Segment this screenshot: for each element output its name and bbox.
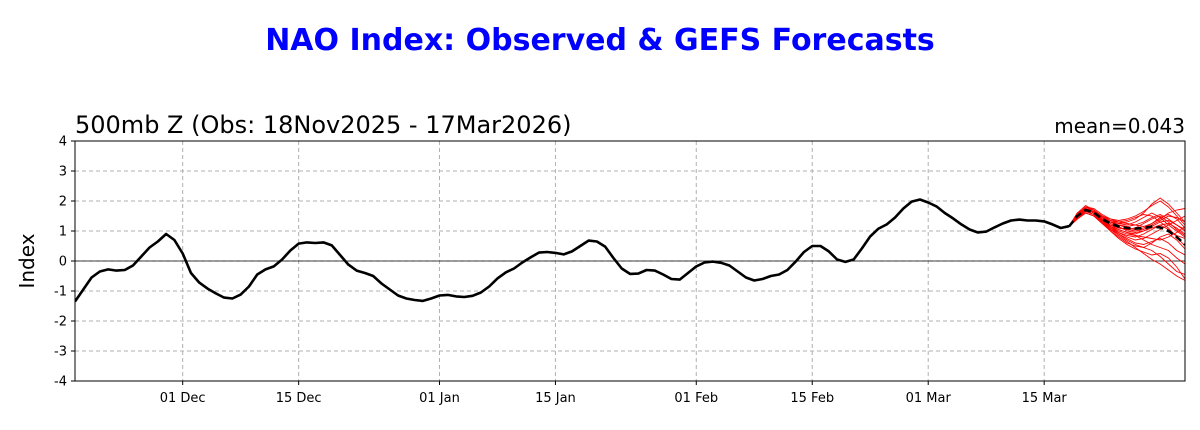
ensemble-members [1068, 197, 1185, 281]
y-tick-label: 0 [59, 255, 67, 270]
x-tick-label: 01 Dec [160, 391, 206, 406]
x-tick-label: 01 Feb [674, 391, 718, 406]
chart-subtitle: 500mb Z (Obs: 18Nov2025 - 17Mar2026) [75, 111, 571, 139]
y-tick-label: -2 [54, 315, 67, 330]
x-tick-label: 01 Mar [906, 391, 952, 406]
y-tick-label: -4 [54, 375, 67, 390]
ensemble-member-line [1068, 206, 1185, 227]
x-tick-label: 15 Feb [790, 391, 834, 406]
y-tick-label: 3 [59, 165, 67, 180]
x-tick-label: 01 Jan [419, 391, 460, 406]
ensemble-member-line [1068, 204, 1185, 241]
x-tick-label: 15 Dec [276, 391, 322, 406]
tick-layer: -4 -3 -2 -1 0 1 2 3 4 01 Dec 15 Dec 01 Jan 15 Jan 01 … [54, 135, 1067, 407]
x-tick-label: 15 Jan [535, 391, 576, 406]
mean-annotation: mean=0.043 [1054, 114, 1185, 138]
ensemble-mean-line [1068, 208, 1185, 246]
ensemble-member-line [1068, 212, 1185, 256]
observed-line [75, 198, 1070, 303]
y-tick-label: -3 [54, 345, 67, 360]
y-tick-label: 2 [59, 195, 67, 210]
ensemble-member-line [1068, 210, 1185, 281]
y-tick-label: -1 [54, 285, 67, 300]
x-tick-label: 15 Mar [1022, 391, 1068, 406]
y-tick-label: 4 [59, 135, 67, 150]
main-title: NAO Index: Observed & GEFS Forecasts [265, 23, 935, 58]
y-axis-label: Index [15, 233, 39, 288]
y-tick-label: 1 [59, 225, 67, 240]
ensemble-member-line [1068, 208, 1185, 239]
